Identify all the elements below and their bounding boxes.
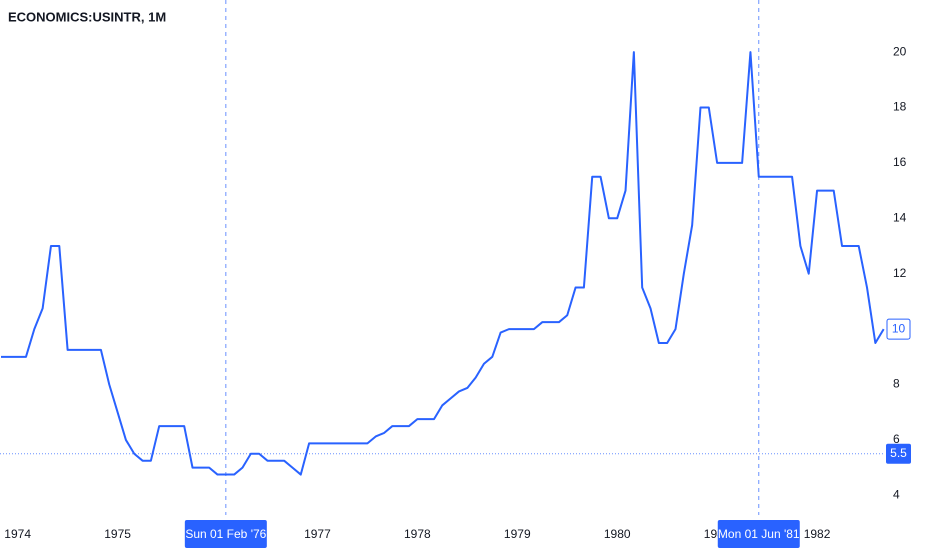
- y-tick-label: 12: [893, 266, 907, 280]
- y-tick-label: 16: [893, 155, 907, 169]
- crosshair-y-label: 5.5: [890, 446, 907, 460]
- crosshair-y-box: [886, 443, 911, 464]
- y-tick-label: 6: [893, 432, 900, 446]
- x-tick-label: 1980: [604, 527, 631, 541]
- last-value-label: 10: [892, 321, 906, 335]
- x-tick-label: 1979: [504, 527, 531, 541]
- crosshair-x-box: [184, 520, 267, 548]
- crosshair-x-label: Mon 01 Jun '81: [718, 527, 800, 541]
- x-tick-label: 1978: [404, 527, 431, 541]
- x-tick-label: 1974: [4, 527, 31, 541]
- x-tick-label: 1977: [304, 527, 331, 541]
- crosshair-x-label: Sun 01 Feb '76: [185, 527, 266, 541]
- y-tick-label: 20: [893, 44, 907, 58]
- x-tick-label: 1982: [804, 527, 831, 541]
- y-tick-label: 18: [893, 100, 907, 114]
- y-tick-label: 4: [893, 488, 900, 502]
- crosshair-x-box: [717, 520, 800, 548]
- x-tick-label: 1975: [104, 527, 131, 541]
- last-value-box: [886, 318, 911, 340]
- y-tick-label: 8: [893, 377, 900, 391]
- y-tick-label: 14: [893, 210, 907, 224]
- data-line: [1, 51, 885, 476]
- chart-title: ECONOMICS:USINTR, 1M: [8, 9, 166, 24]
